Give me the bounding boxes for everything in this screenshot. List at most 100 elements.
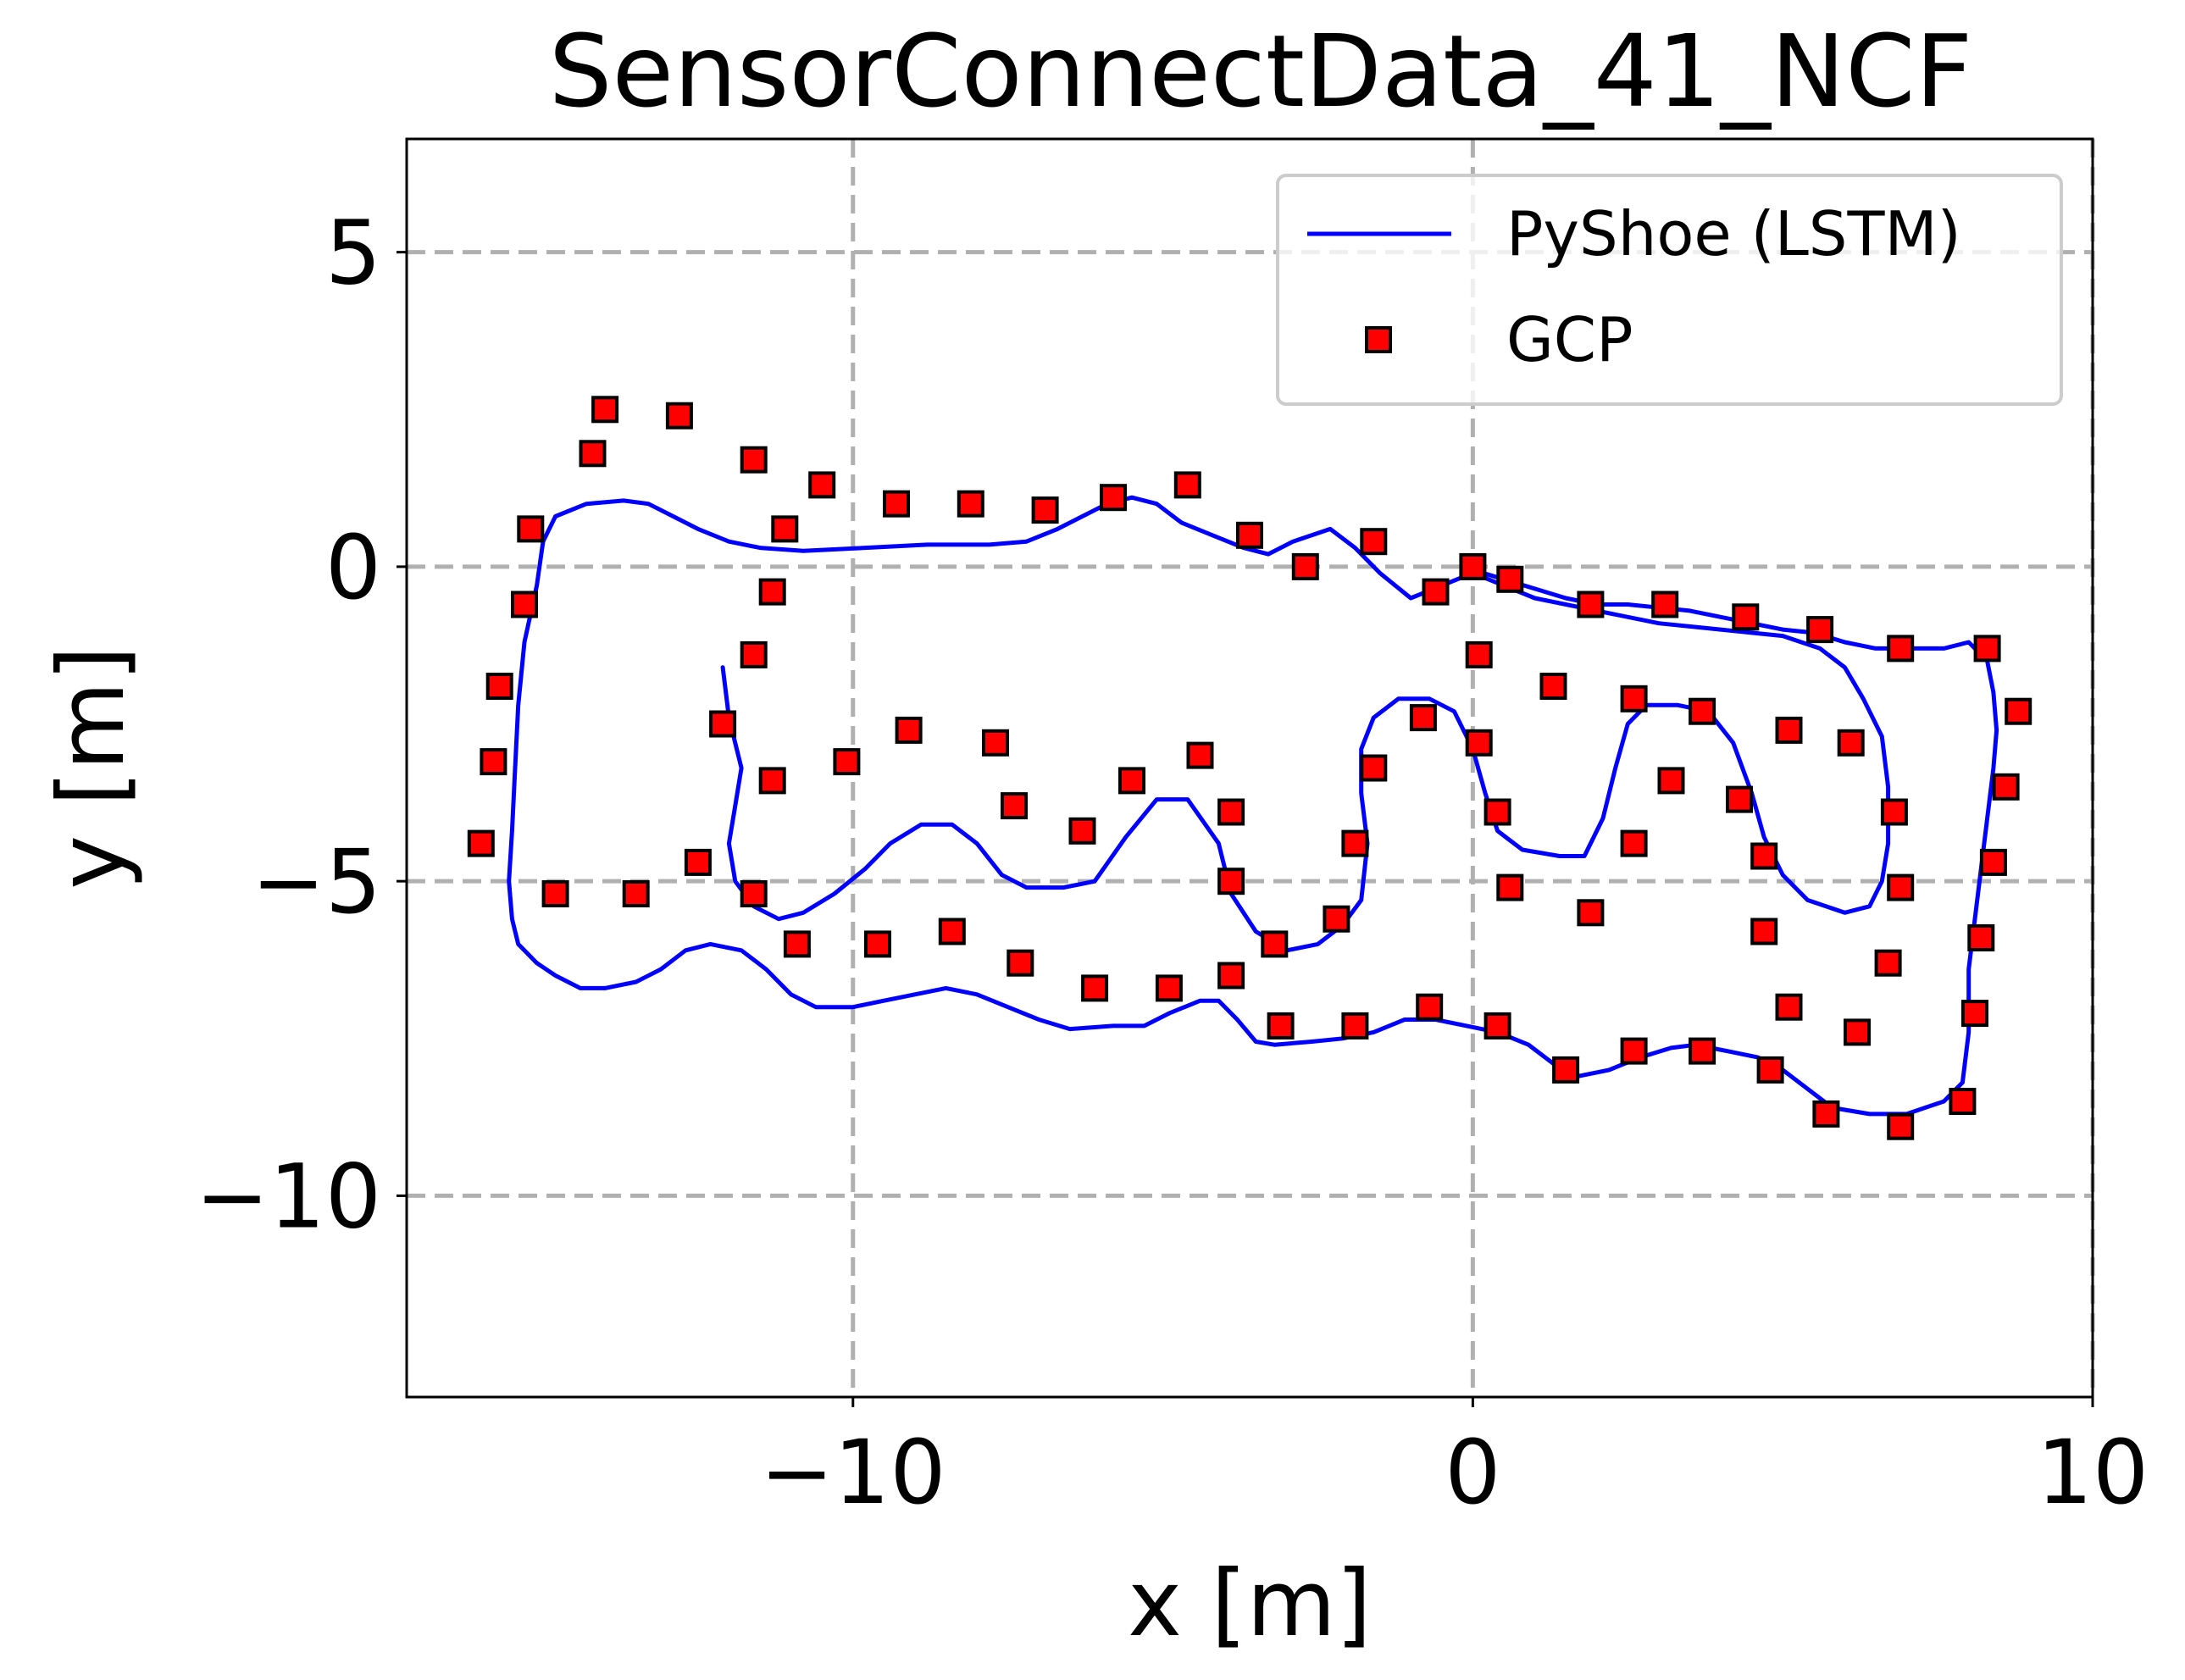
gcp-marker xyxy=(1217,868,1245,895)
gcp-marker xyxy=(1341,1012,1369,1040)
gcp-marker xyxy=(1459,552,1487,580)
gcp-marker xyxy=(1620,1037,1648,1065)
gcp-marker xyxy=(1756,1056,1784,1084)
gcp-marker xyxy=(1236,521,1263,549)
gcp-marker xyxy=(1967,924,1995,951)
gcp-marker xyxy=(1887,873,1915,901)
gcp-marker xyxy=(1961,1000,1988,1028)
gcp-marker xyxy=(1657,767,1685,795)
gcp-marker xyxy=(1217,798,1245,826)
gcp-marker xyxy=(1651,590,1679,618)
gcp-marker xyxy=(1118,767,1145,795)
gcp-marker xyxy=(833,748,861,776)
gcp-marker xyxy=(480,748,507,776)
gcp-marker xyxy=(709,710,737,738)
gcp-marker xyxy=(808,471,836,499)
gcp-marker xyxy=(1812,1100,1840,1128)
legend: PyShoe (LSTM) GCP xyxy=(1276,174,2063,406)
y-tick-label: −5 xyxy=(252,830,381,934)
gcp-marker xyxy=(1577,899,1605,927)
chart-title: SensorConnectData_41_NCF xyxy=(549,13,1973,130)
gcp-marker xyxy=(1465,640,1493,668)
y-axis-label: y [m] xyxy=(39,646,145,890)
y-tick-label: 5 xyxy=(325,202,381,305)
gcp-marker xyxy=(467,829,495,857)
gcp-marker xyxy=(1465,729,1493,757)
gcp-marker xyxy=(1880,798,1908,826)
x-tick-label: 10 xyxy=(2037,1421,2149,1524)
gcp-marker xyxy=(883,490,910,518)
gcp-marker xyxy=(1217,962,1245,990)
y-tick-label: 0 xyxy=(325,516,381,619)
gcp-marker xyxy=(1081,974,1109,1002)
gcp-marker xyxy=(1068,817,1096,845)
gcp-marker xyxy=(938,918,966,945)
y-tick-label: −10 xyxy=(196,1145,381,1248)
gcp-marker xyxy=(1887,1112,1915,1140)
gcp-marker xyxy=(1689,697,1716,725)
gcp-marker xyxy=(758,578,786,606)
gcp-marker xyxy=(1620,685,1648,712)
gcp-marker xyxy=(1360,528,1388,556)
gcp-marker xyxy=(1496,565,1524,593)
gcp-marker xyxy=(1775,716,1803,744)
gcp-marker xyxy=(771,515,799,543)
gcp-marker xyxy=(1837,729,1865,757)
gcp-marker xyxy=(1360,754,1388,782)
gcp-marker xyxy=(957,490,984,518)
gcp-marker xyxy=(1844,1018,1871,1046)
gcp-marker xyxy=(1726,785,1753,813)
gcp-marker xyxy=(1031,496,1059,524)
legend-label-gcp: GCP xyxy=(1506,304,1633,375)
gcp-marker xyxy=(1422,578,1450,606)
gcp-marker xyxy=(1001,792,1028,820)
gcp-marker xyxy=(1806,616,1834,644)
gcp-marker xyxy=(1973,635,2001,663)
gcp-marker xyxy=(740,880,768,907)
gcp-marker xyxy=(591,396,619,424)
gcp-marker xyxy=(1775,993,1803,1021)
gcp-marker xyxy=(1750,918,1778,945)
axis-ticks: −10 0 10 5 0 −5 −10 xyxy=(196,202,2149,1524)
gcp-marker xyxy=(1267,1012,1295,1040)
gcp-marker xyxy=(517,515,545,543)
plot-frame xyxy=(405,137,2094,1399)
gcp-marker xyxy=(1496,873,1524,901)
gcp-marker xyxy=(684,848,712,876)
gcp-marker xyxy=(1341,829,1369,857)
gcp-marker xyxy=(758,767,786,795)
gcp-marker xyxy=(1186,741,1214,769)
gcp-marker xyxy=(895,716,923,744)
legend-label-pyshoe: PyShoe (LSTM) xyxy=(1506,198,1961,269)
gcp-marker xyxy=(2005,697,2032,725)
legend-marker-swatch xyxy=(1365,326,1392,353)
plot-area xyxy=(467,396,2032,1140)
gcp-marker xyxy=(1261,930,1289,958)
legend-box xyxy=(1276,174,2063,406)
gcp-marker xyxy=(982,729,1009,757)
gcp-marker xyxy=(579,440,607,468)
gcp-marker xyxy=(1620,829,1648,857)
gcp-marker xyxy=(511,590,538,618)
gcp-marker xyxy=(1949,1088,1977,1115)
gcp-marker xyxy=(1887,635,1915,663)
pyshoe-trajectory-line xyxy=(507,495,1999,1117)
gcp-marker xyxy=(1732,603,1760,631)
gcp-marker xyxy=(864,930,891,958)
x-tick-label: −10 xyxy=(760,1421,946,1524)
gcp-marker xyxy=(1874,949,1902,977)
gcp-marker xyxy=(1483,798,1511,826)
gcp-marker xyxy=(541,880,569,907)
gcp-marker xyxy=(1100,484,1127,512)
gcp-marker xyxy=(1689,1037,1716,1065)
x-axis-label: x [m] xyxy=(1128,1551,1372,1657)
gcp-marker xyxy=(1173,471,1201,499)
gcp-marker xyxy=(1750,842,1778,870)
gcp-marker xyxy=(1979,848,2007,876)
gcp-marker xyxy=(1992,773,2020,801)
gcp-marker xyxy=(1291,552,1319,580)
gcp-marker xyxy=(1416,993,1444,1021)
x-tick-label: 0 xyxy=(1445,1421,1500,1524)
gcp-marker xyxy=(783,930,811,958)
gcp-marker xyxy=(665,402,693,430)
